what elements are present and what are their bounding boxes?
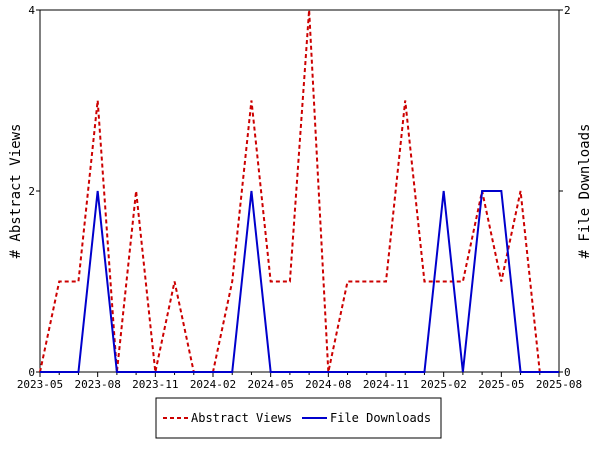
- x-tick-label: 2023-05: [17, 378, 63, 391]
- series-line-abstract-views: [39, 9, 559, 373]
- legend-box: [155, 397, 442, 439]
- y-left-tick-label: 4: [28, 4, 35, 17]
- y-left-tick-label: 0: [28, 366, 35, 379]
- x-tick-label: 2023-08: [74, 378, 120, 391]
- legend-label-file-downloads: File Downloads: [330, 411, 431, 425]
- series-line-file-downloads: [40, 190, 559, 373]
- series-layer: [39, 9, 559, 373]
- y-left-tick-label: 2: [28, 185, 35, 198]
- y-right-tick-label: 0: [564, 366, 571, 379]
- x-tick-label: 2025-08: [536, 378, 582, 391]
- legend-label-abstract-views: Abstract Views: [191, 411, 292, 425]
- x-tick-label: 2024-05: [247, 378, 293, 391]
- legend: Abstract Views File Downloads: [155, 397, 442, 439]
- x-tick-label: 2025-05: [478, 378, 524, 391]
- y-left-axis-title: # Abstract Views: [8, 124, 24, 259]
- x-tick-label: 2025-02: [420, 378, 466, 391]
- x-tick-label: 2024-02: [190, 378, 236, 391]
- plot-area: [39, 9, 560, 373]
- x-tick-label: 2024-08: [305, 378, 351, 391]
- x-axis: 2023-05 2023-08 2023-11 2024-02 2024-05 2024-…: [17, 372, 582, 391]
- left-axis: 0 2 4: [28, 4, 40, 379]
- y-right-tick-label: 2: [564, 4, 571, 17]
- x-tick-label: 2023-11: [132, 378, 178, 391]
- y-right-axis-title: # File Downloads: [577, 124, 593, 259]
- right-axis: 02: [559, 4, 571, 379]
- x-tick-label: 2024-11: [363, 378, 409, 391]
